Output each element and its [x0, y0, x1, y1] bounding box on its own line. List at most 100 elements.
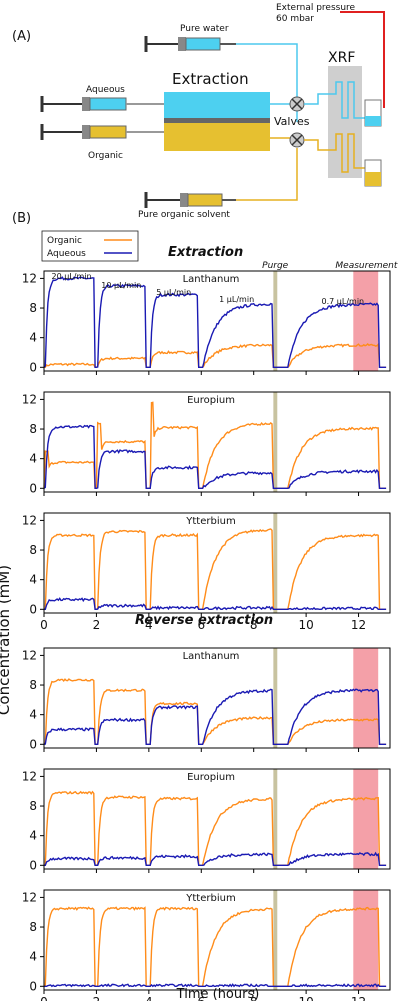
x-tick-label: 12 [351, 618, 366, 632]
extraction-section-title: Extraction [168, 245, 243, 260]
y-tick-label: 0 [29, 979, 37, 993]
x-axis-label: Time (hours) [176, 987, 260, 1001]
axes-frame [43, 270, 391, 372]
element-title: Lanthanum [183, 651, 240, 662]
organic-series-line [43, 528, 387, 610]
flow-rate-label: 1 μL/min [219, 295, 254, 304]
x-tick-label: 0 [40, 995, 48, 1001]
y-tick-label: 8 [29, 543, 37, 557]
flow-rate-label: 0.7 μL/min [322, 297, 365, 306]
y-tick-label: 12 [22, 271, 37, 285]
y-tick-label: 8 [29, 920, 37, 934]
aqueous-series-line [43, 276, 387, 368]
panel-a-label: (A) [12, 29, 31, 44]
y-tick-label: 4 [29, 950, 37, 964]
x-tick-label: 2 [93, 618, 101, 632]
y-tick-label: 8 [29, 799, 37, 813]
axes-frame [43, 512, 391, 614]
y-tick-label: 12 [22, 648, 37, 662]
pure-organic-label: Pure organic solvent [138, 210, 230, 220]
valves-label: Valves [274, 115, 310, 128]
purge-band [273, 648, 278, 748]
aqueous-series-line [43, 688, 387, 745]
membrane [164, 118, 270, 123]
y-tick-label: 12 [22, 769, 37, 783]
purge-label: Purge [262, 261, 289, 271]
x-tick-label: 0 [40, 618, 48, 632]
aqueous-series-line [43, 424, 387, 489]
organic-series-line [43, 906, 387, 987]
element-title: Lanthanum [183, 274, 240, 285]
flow-rate-label: 5 μL/min [156, 288, 191, 297]
purge-band [273, 513, 278, 613]
pressure-value-label: 60 mbar [276, 14, 314, 24]
schematic-panel: (A) External pressure 60 mbar Pure water… [12, 3, 385, 220]
axes-frame [43, 391, 391, 493]
pure-water-label: Pure water [180, 24, 229, 34]
subplot-2: 0 4 8 12 Europium [22, 391, 391, 496]
x-tick-label: 2 [93, 995, 101, 1001]
y-tick-label: 12 [22, 890, 37, 904]
purge-band [273, 769, 278, 869]
subplot-5: 0 4 8 12 Europium [22, 768, 391, 873]
pure-water-syringe [144, 36, 236, 52]
organic-series-line [43, 790, 387, 866]
y-tick-label: 12 [22, 513, 37, 527]
flow-rate-label: 10 μL/min [101, 281, 141, 290]
extraction-title: Extraction [172, 70, 249, 88]
measurement-band [353, 890, 379, 990]
purge-band [273, 890, 278, 990]
axes-frame [43, 889, 391, 991]
x-tick-label: 10 [298, 995, 313, 1001]
y-tick-label: 12 [22, 392, 37, 406]
purge-band [273, 271, 278, 371]
measurement-band [353, 769, 379, 869]
y-tick-label: 0 [29, 602, 37, 616]
reverse-section-title: Reverse extraction [135, 613, 273, 628]
aqueous-vial [364, 99, 382, 127]
organic-series-line [43, 401, 387, 489]
y-tick-label: 4 [29, 331, 37, 345]
pure-water-line [236, 43, 298, 122]
y-tick-label: 0 [29, 481, 37, 495]
x-tick-label: 6 [197, 995, 205, 1001]
valve-icon-top [289, 96, 305, 112]
element-title: Ytterbium [185, 893, 235, 904]
y-axis-label: Concentration (mM) [0, 565, 13, 715]
panel-b-label: (B) [12, 211, 31, 226]
y-tick-label: 4 [29, 829, 37, 843]
x-tick-label: 8 [250, 618, 258, 632]
pure-organic-line [236, 148, 298, 201]
y-tick-label: 0 [29, 737, 37, 751]
valve-icon-bottom [289, 132, 305, 148]
pure-organic-syringe [144, 192, 236, 208]
y-tick-label: 4 [29, 573, 37, 587]
measurement-label: Measurement [335, 261, 397, 271]
aqueous-series-line [44, 851, 387, 866]
subplot-4: 0 4 8 12 Lanthanum [22, 647, 391, 752]
y-tick-label: 8 [29, 301, 37, 315]
aqueous-phase [164, 92, 270, 118]
measurement-band [353, 648, 379, 748]
pressure-line [340, 11, 385, 108]
subplot-6: 0 4 8 12 0 2 4 6 8 10 12 Ytterbium [22, 889, 391, 1001]
measurement-band [353, 271, 379, 371]
y-tick-label: 8 [29, 422, 37, 436]
y-tick-label: 0 [29, 360, 37, 374]
organic-phase [164, 123, 270, 151]
y-tick-label: 4 [29, 708, 37, 722]
axes-frame [43, 768, 391, 870]
xrf-label: XRF [328, 50, 355, 66]
organic-syringe [40, 124, 164, 140]
organic-series-line [44, 342, 387, 368]
aqueous-serpentine [304, 81, 372, 119]
x-tick-label: 4 [145, 995, 153, 1001]
subplot-3: 0 4 8 12 0 2 4 6 8 10 12 Ytterbium [22, 512, 391, 632]
organic-series-line [43, 678, 387, 745]
x-tick-label: 6 [197, 618, 205, 632]
y-tick-label: 0 [29, 858, 37, 872]
organic-label: Organic [88, 151, 123, 161]
aqueous-series-line [44, 983, 387, 988]
x-tick-label: 8 [250, 995, 258, 1001]
axes-frame [43, 647, 391, 749]
